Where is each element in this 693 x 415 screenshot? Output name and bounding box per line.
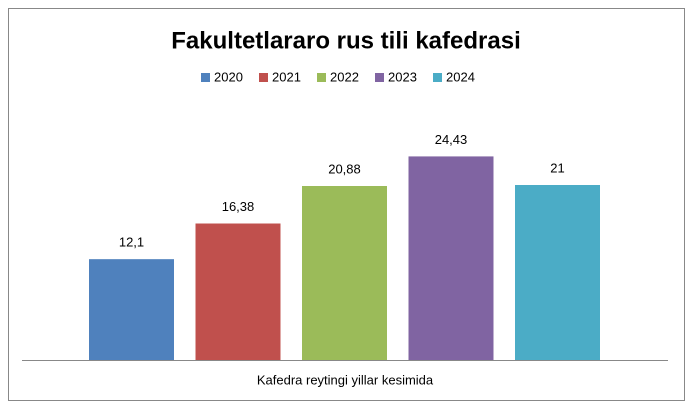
value-label: 12,1 bbox=[119, 235, 144, 250]
legend-label: 2020 bbox=[214, 69, 243, 84]
legend-label: 2021 bbox=[272, 69, 301, 84]
bar bbox=[302, 186, 387, 360]
legend-label: 2023 bbox=[388, 69, 417, 84]
bar bbox=[195, 223, 281, 360]
legend-swatch bbox=[433, 73, 442, 82]
bar bbox=[89, 259, 174, 360]
legend-label: 2024 bbox=[446, 69, 475, 84]
legend-swatch bbox=[375, 73, 384, 82]
value-label: 21 bbox=[550, 160, 564, 175]
x-tick-label: Kafedra reytingi yillar kesimida bbox=[257, 372, 434, 387]
chart-title: Fakultetlararo rus tili kafedrasi bbox=[171, 27, 520, 54]
legend-swatch bbox=[259, 73, 268, 82]
bar bbox=[408, 156, 494, 360]
value-label: 24,43 bbox=[435, 132, 468, 147]
value-label: 16,38 bbox=[222, 199, 255, 214]
legend-swatch bbox=[201, 73, 210, 82]
bar bbox=[515, 185, 600, 360]
value-label: 20,88 bbox=[328, 161, 361, 176]
legend-label: 2022 bbox=[330, 69, 359, 84]
legend-swatch bbox=[317, 73, 326, 82]
